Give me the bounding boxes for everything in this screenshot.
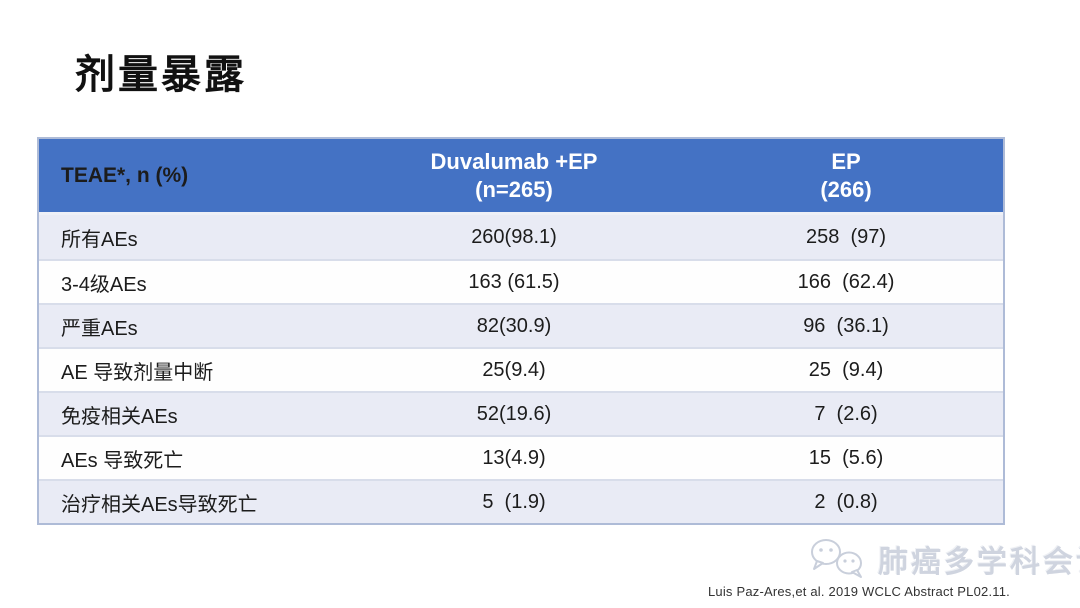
row-ep-value: 7 (2.6) [814, 402, 878, 425]
table-row: 3-4级AEs 163 (61.5) 166 (62.4) [39, 259, 1003, 303]
watermark: 肺癌多学科会诊 [808, 537, 1080, 581]
watermark-label: 肺癌多学科会诊 [878, 546, 1080, 579]
table-row: 免疫相关AEs 52(19.6) 7 (2.6) [39, 391, 1003, 435]
row-label: AEs 导致死亡 [61, 449, 184, 472]
row-label: 所有AEs [61, 228, 138, 251]
citation: Luis Paz-Ares,et al. 2019 WCLC Abstract … [707, 584, 1010, 599]
row-ep-value: 15 (5.6) [808, 446, 884, 469]
wechat-icon [811, 539, 862, 578]
row-duvalumab-value: 52(19.6) [476, 402, 552, 425]
row-duvalumab-value: 5 (1.9) [482, 490, 546, 513]
table-row: 严重AEs 82(30.9) 96 (36.1) [39, 303, 1003, 347]
row-duvalumab-value: 13(4.9) [482, 446, 546, 469]
table-row: AE 导致剂量中断 25(9.4) 25 (9.4) [39, 347, 1003, 391]
row-label: 治疗相关AEs导致死亡 [61, 493, 258, 516]
row-duvalumab-value: 25(9.4) [482, 358, 546, 381]
row-label: 严重AEs [61, 317, 138, 340]
header-ep: EP (266) [689, 148, 1003, 203]
table-header-row: TEAE*, n (%) Duvalumab +EP (n=265) EP (2… [39, 139, 1003, 215]
row-duvalumab-value: 260(98.1) [471, 225, 557, 248]
header-duvalumab-ep: Duvalumab +EP (n=265) [339, 148, 689, 203]
table-row: 所有AEs 260(98.1) 258 (97) [39, 215, 1003, 259]
row-label: 免疫相关AEs [61, 405, 178, 428]
header-ep-line2: (266) [820, 176, 872, 202]
header-teae: TEAE*, n (%) [61, 163, 189, 187]
row-ep-value: 96 (36.1) [803, 314, 889, 337]
row-label: 3-4级AEs [61, 273, 147, 296]
teae-table: TEAE*, n (%) Duvalumab +EP (n=265) EP (2… [37, 137, 1005, 525]
row-ep-value: 258 (97) [805, 225, 887, 248]
table-row: AEs 导致死亡 13(4.9) 15 (5.6) [39, 435, 1003, 479]
row-ep-value: 25 (9.4) [808, 358, 884, 381]
header-duvalumab-ep-line1: Duvalumab +EP [430, 149, 598, 174]
table-row: 治疗相关AEs导致死亡 5 (1.9) 2 (0.8) [39, 479, 1003, 523]
header-ep-line1: EP [831, 149, 861, 174]
row-ep-value: 166 (62.4) [797, 270, 895, 293]
page-title: 剂量暴露 [75, 53, 247, 97]
row-ep-value: 2 (0.8) [814, 490, 878, 513]
header-duvalumab-ep-line2: (n=265) [475, 176, 553, 202]
row-duvalumab-value: 82(30.9) [476, 314, 552, 337]
row-duvalumab-value: 163 (61.5) [468, 270, 560, 293]
row-label: AE 导致剂量中断 [61, 361, 214, 384]
